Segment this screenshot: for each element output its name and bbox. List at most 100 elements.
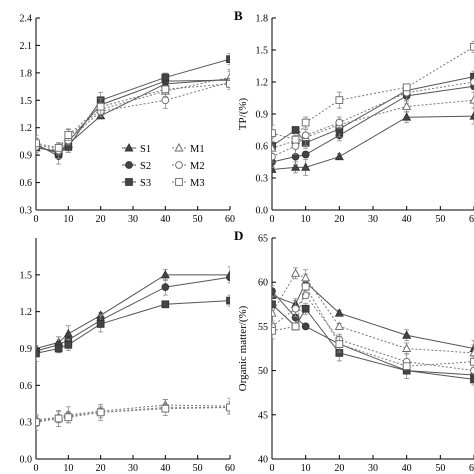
series-M1: [36, 69, 230, 155]
legend-label: M1: [190, 144, 205, 155]
data-point: [470, 72, 474, 81]
y-tick-label: 0.9: [256, 110, 269, 121]
legend-marker: [175, 161, 183, 169]
y-tick-label: 1.5: [20, 96, 33, 107]
legend: S1 S2 S3 M1 M2 M3: [122, 143, 205, 189]
legend-marker: [124, 143, 134, 152]
y-tick-label: 1.2: [20, 123, 33, 134]
series-S1: [272, 107, 474, 176]
series-line: [36, 406, 230, 422]
data-point: [54, 344, 63, 353]
data-point: [272, 308, 277, 317]
x-tick-label: 40: [402, 463, 412, 474]
x-tick-label: 20: [96, 214, 106, 225]
data-point: [64, 131, 73, 139]
data-point: [54, 414, 63, 423]
data-point: [272, 287, 276, 295]
series-line: [272, 46, 474, 141]
data-point: [334, 321, 344, 330]
data-point: [160, 269, 170, 279]
x-tick-label: 20: [334, 463, 344, 474]
series-M1: [272, 267, 474, 362]
y-tick-label: 2.1: [20, 41, 33, 52]
data-point: [301, 131, 310, 140]
data-point: [291, 135, 300, 144]
x-tick-label: 0: [270, 214, 275, 225]
y-axis-label: Organic matter/(%): [237, 305, 249, 391]
data-point: [402, 330, 412, 339]
data-point: [96, 320, 105, 328]
y-tick-label: 0.6: [20, 178, 33, 189]
x-tick-label: 40: [160, 463, 170, 474]
data-point: [335, 118, 344, 127]
panel-3: 0.00.30.60.91.21.50102030405060Time/d: [20, 238, 235, 474]
legend-label: S1: [140, 144, 151, 155]
series-line: [272, 76, 474, 147]
y-axis-label: TP/(%): [237, 97, 249, 130]
data-point: [334, 151, 344, 161]
y-tick-label: 0.3: [256, 174, 269, 185]
series-line: [272, 303, 474, 380]
x-tick-label: 50: [193, 214, 203, 225]
series-line: [272, 81, 474, 158]
x-tick-label: 60: [469, 463, 474, 474]
data-point: [36, 349, 40, 358]
data-point: [291, 142, 300, 150]
data-point: [291, 304, 300, 313]
data-point: [36, 139, 40, 148]
data-point: [470, 366, 474, 375]
data-point: [470, 42, 474, 51]
x-tick-label: 60: [469, 214, 474, 225]
y-tick-label: 60: [258, 278, 268, 289]
y-tick-label: 45: [258, 410, 268, 421]
x-tick-label: 30: [128, 463, 138, 474]
x-tick-label: 30: [368, 214, 378, 225]
data-point: [469, 347, 474, 357]
legend-label: M3: [190, 178, 205, 189]
y-tick-label: 1.5: [256, 46, 269, 57]
series-line: [272, 85, 474, 163]
x-tick-label: 20: [334, 214, 344, 225]
y-tick-label: 1.2: [20, 307, 33, 318]
series-M3: [272, 40, 474, 144]
plot-area: [272, 267, 474, 386]
data-point: [63, 328, 73, 338]
data-point: [161, 404, 170, 413]
data-point: [54, 143, 63, 152]
data-point: [291, 268, 301, 277]
data-point: [161, 300, 170, 309]
data-point: [469, 111, 474, 120]
data-point: [335, 340, 344, 348]
data-point: [226, 79, 230, 88]
series-line: [272, 99, 474, 149]
panel-letter: D: [234, 228, 243, 243]
series-line: [36, 274, 230, 349]
data-point: [96, 102, 105, 111]
data-point: [402, 83, 411, 92]
panel-letter: B: [234, 8, 243, 23]
x-tick-label: 10: [63, 463, 73, 474]
x-tick-label: 0: [34, 463, 39, 474]
data-point: [402, 362, 411, 371]
y-tick-label: 0.3: [20, 206, 33, 217]
y-tick-label: 0.3: [20, 418, 33, 429]
panel-2: 0.0 0.3 0.6 0.9 1.2 1.5 1.8 0 10 20 30 40 50 60 TP/(%)…: [234, 8, 474, 225]
y-tick-label: 0.0: [256, 206, 269, 217]
series-S2: [36, 273, 230, 357]
x-tick-label: 0: [34, 214, 39, 225]
y-tick-label: 65: [258, 234, 268, 245]
x-tick-label: 60: [225, 463, 235, 474]
legend-label: M2: [190, 161, 205, 172]
data-point: [161, 283, 170, 291]
series-M3: [36, 401, 230, 431]
series-line: [36, 404, 230, 421]
x-tick-label: 50: [193, 463, 203, 474]
legend-marker: [175, 178, 183, 186]
data-point: [469, 95, 474, 104]
data-point: [402, 343, 412, 352]
series-line: [272, 115, 474, 170]
x-tick-label: 20: [96, 463, 106, 474]
series-M3: [36, 77, 230, 152]
x-tick-label: 30: [128, 214, 138, 225]
